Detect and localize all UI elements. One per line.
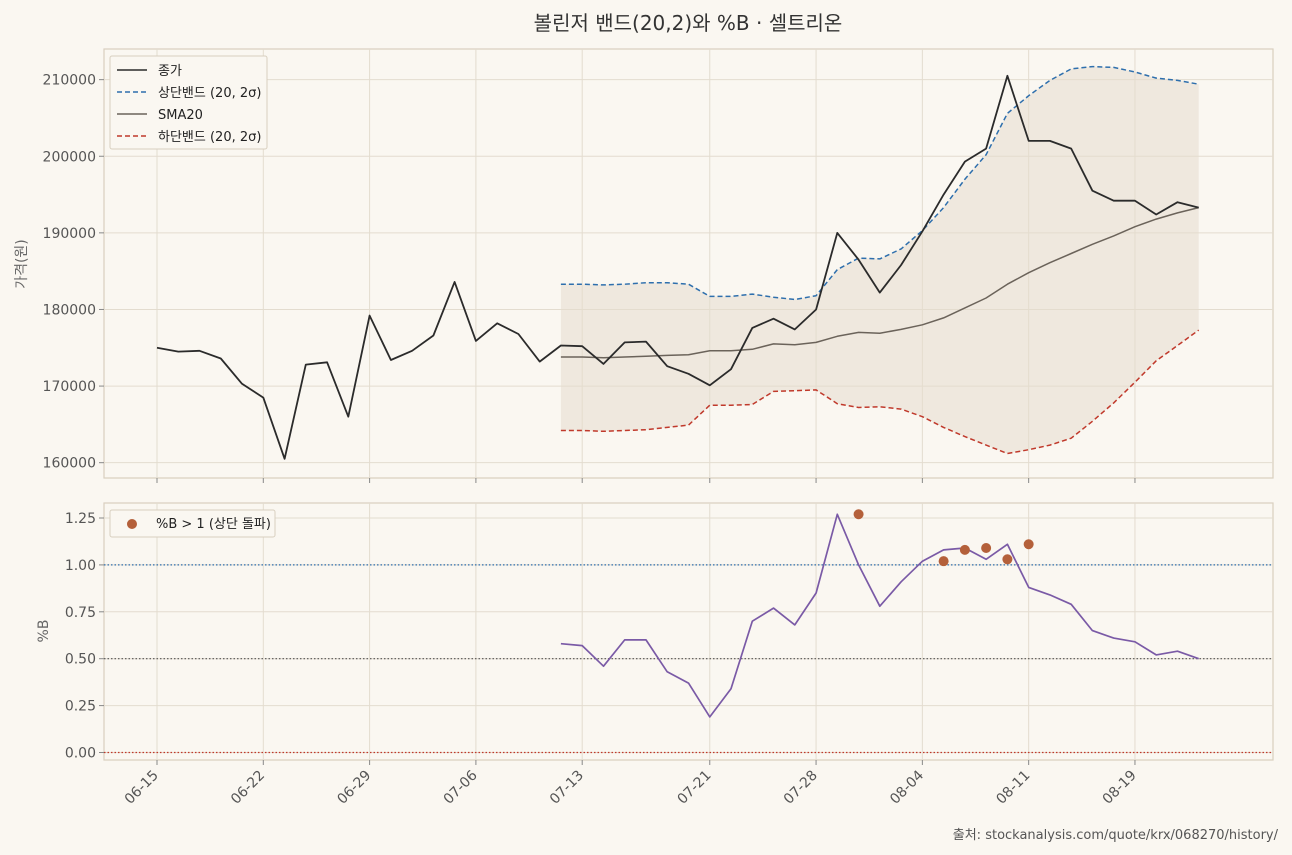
x-tick-label: 06-15 [122, 768, 162, 808]
breakout-point [959, 544, 970, 555]
price-y-label: 가격(원) [14, 239, 30, 289]
x-tick-label: 08-19 [1100, 768, 1140, 808]
percentb-y-label: %B [36, 620, 52, 643]
price-y-tick-label: 200000 [43, 149, 96, 165]
legend-lower-band: 하단밴드 (20, 2σ) [158, 130, 261, 145]
breakout-point [1002, 554, 1013, 565]
x-tick-label: 07-13 [547, 768, 587, 808]
close-line [156, 74, 1199, 460]
price-y-tick-label: 170000 [43, 379, 96, 395]
pb-y-tick-label: 0.00 [65, 745, 96, 761]
x-tick-label: 07-06 [441, 767, 481, 807]
pb-y-tick-label: 1.00 [65, 558, 96, 574]
breakout-point [1023, 539, 1034, 550]
price-y-tick-label: 160000 [43, 456, 96, 472]
percentb-legend: %B > 1 (상단 돌파) [109, 509, 276, 538]
breakout-point [853, 509, 864, 520]
percentb-line [560, 513, 1199, 718]
pb-y-tick-label: 1.25 [65, 511, 96, 527]
bollinger-band-fill [560, 66, 1199, 454]
price-y-tick-label: 210000 [43, 73, 96, 89]
price-lines [156, 65, 1200, 460]
price-legend: 종가 상단밴드 (20, 2σ) SMA20 하단밴드 (20, 2σ) [109, 55, 268, 150]
percentb-y-ticks: 0.00 0.25 0.50 0.75 1.00 1.25 [65, 511, 104, 761]
sma20-line [560, 206, 1199, 359]
x-tick-label: 06-22 [228, 768, 268, 808]
x-tick-label: 07-21 [675, 768, 715, 808]
price-y-tick-label: 190000 [43, 226, 96, 242]
x-tick-label: 08-04 [887, 767, 927, 807]
legend-sma20: SMA20 [158, 108, 203, 123]
price-y-ticks: 160000 170000 180000 190000 200000 210000 [43, 73, 104, 472]
x-tick-label: 06-29 [334, 768, 374, 808]
upper-band-line [560, 65, 1199, 301]
x-tick-label: 08-11 [993, 768, 1033, 808]
x-tick-label: 07-28 [781, 768, 821, 808]
percentb-panel [103, 502, 1274, 761]
percentb-lines [560, 509, 1199, 718]
percentb-reference-lines [104, 564, 1273, 754]
source-note: 출처: stockanalysis.com/quote/krx/068270/h… [953, 828, 1279, 843]
legend-upper-band: 상단밴드 (20, 2σ) [158, 86, 261, 101]
breakout-point [938, 556, 949, 567]
pb-y-tick-label: 0.75 [65, 605, 96, 621]
legend-breakout: %B > 1 (상단 돌파) [156, 517, 271, 532]
chart-title: 볼린저 밴드(20,2)와 %B · 셀트리온 [534, 11, 843, 35]
legend-close: 종가 [158, 64, 182, 79]
pb-y-tick-label: 0.25 [65, 699, 96, 715]
pb-y-tick-label: 0.50 [65, 652, 96, 668]
price-y-tick-label: 180000 [43, 302, 96, 318]
lower-band-line [560, 329, 1200, 455]
breakout-point [981, 543, 992, 554]
